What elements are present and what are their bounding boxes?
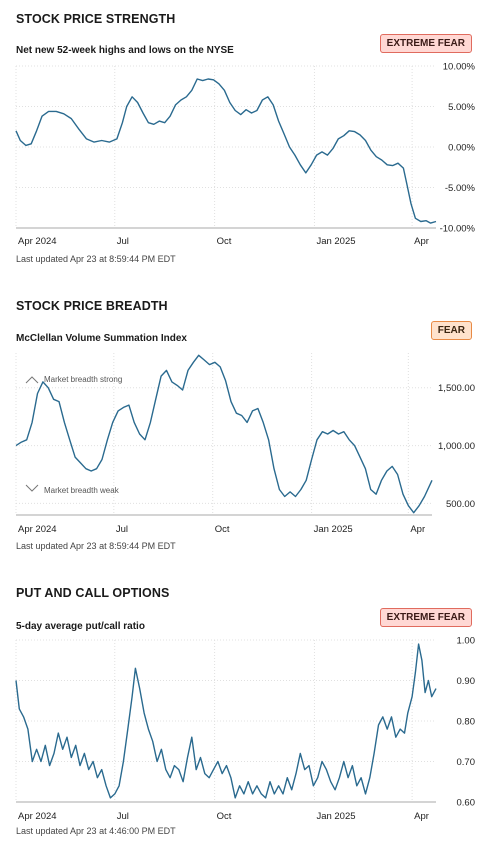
y-tick-label: 0.60 [457,798,476,809]
x-tick-label: Apr [414,811,429,822]
chart-stock-price-breadth: Apr 2024 Jul Oct Jan 2025 Apr 1,500.00 1,000.0… [15,353,475,535]
annotation-strong: Market breadth strong [44,375,122,384]
last-updated: Last updated Apr 23 at 8:59:44 PM EDT [16,254,176,264]
x-tick-label: Apr [414,236,429,247]
status-badge: EXTREME FEAR [379,608,472,627]
status-badge: EXTREME FEAR [379,34,472,53]
y-tick-label: 1.00 [457,636,476,647]
series-line [15,643,437,799]
x-tick-label: Oct [215,524,230,535]
section-subtitle: Net new 52-week highs and lows on the NY… [16,45,234,56]
chevron-down-icon [25,484,39,492]
chevron-up-icon [25,376,39,384]
x-tick-label: Apr 2024 [18,236,57,247]
x-tick-label: Jul [116,524,128,535]
y-tick-label: -5.00% [445,183,476,194]
x-tick-label: Jan 2025 [316,811,355,822]
y-tick-label: 0.00% [448,143,475,154]
chart-put-call-ratio: Apr 2024 Jul Oct Jan 2025 Apr 1.00 0.90 0.80 0.7… [15,636,476,822]
stock-price-strength-section: STOCK PRICE STRENGTH Net new 52-week hig… [0,0,494,280]
series-line [15,354,433,514]
x-tick-label: Apr [410,524,425,535]
x-tick-label: Jul [117,236,129,247]
x-tick-label: Apr 2024 [18,524,57,535]
annotation-weak: Market breadth weak [44,486,120,495]
x-tick-label: Jan 2025 [314,524,353,535]
section-subtitle: 5-day average put/call ratio [16,621,145,632]
y-tick-label: -10.00% [440,224,476,235]
x-tick-label: Jul [117,811,129,822]
stock-price-breadth-section: STOCK PRICE BREADTH McClellan Volume Sum… [15,299,475,551]
x-tick-label: Oct [217,236,232,247]
y-tick-label: 1,000.00 [438,441,475,452]
section-title: STOCK PRICE BREADTH [16,299,168,313]
x-tick-label: Apr 2024 [18,811,57,822]
y-tick-label: 5.00% [448,102,475,113]
y-tick-label: 10.00% [443,62,476,73]
last-updated: Last updated Apr 23 at 4:46:00 PM EDT [16,826,176,836]
x-tick-label: Jan 2025 [316,236,355,247]
y-tick-label: 0.80 [457,717,476,728]
x-tick-label: Oct [217,811,232,822]
section-title: PUT AND CALL OPTIONS [16,586,170,600]
y-tick-label: 0.70 [457,757,476,768]
y-tick-label: 0.90 [457,676,476,687]
section-subtitle: McClellan Volume Summation Index [16,333,187,344]
status-badge: FEAR [430,321,472,340]
section-title: STOCK PRICE STRENGTH [16,12,176,26]
series-line [15,78,437,224]
y-tick-label: 500.00 [446,499,475,510]
last-updated: Last updated Apr 23 at 8:59:44 PM EDT [16,541,176,551]
y-tick-label: 1,500.00 [438,383,475,394]
chart-stock-price-strength: Apr 2024 Jul Oct Jan 2025 Apr 10.00% 5.00% 0.00… [15,62,476,247]
